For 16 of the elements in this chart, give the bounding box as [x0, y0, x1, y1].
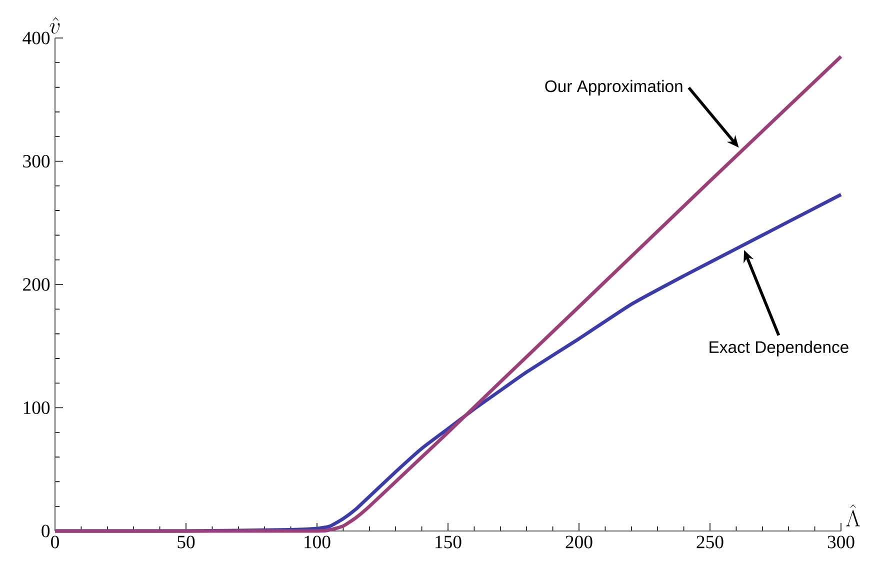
- x-tick-label: 250: [696, 536, 724, 548]
- y-tick-label: 0: [42, 524, 50, 538]
- x-axis-title: $\hat{\Lambda}$: [846, 504, 860, 526]
- x-tick-label: 200: [566, 536, 592, 548]
- annotation: Our Approximation: [545, 80, 682, 96]
- x-tick-label: 100: [304, 536, 330, 548]
- y-axis-title: $\hat{v}$: [50, 17, 60, 34]
- x-tick-label: 300: [828, 536, 854, 548]
- y-tick-label: 100: [24, 401, 50, 414]
- y-tick-label: 400: [22, 32, 50, 44]
- annotation: Exact Dependence: [710, 340, 848, 356]
- x-tick-label: 150: [436, 536, 462, 548]
- x-tick-label: 50: [178, 536, 195, 548]
- y-tick-label: 300: [23, 154, 50, 168]
- y-tick-label: 200: [23, 278, 50, 291]
- x-tick-label: 0: [51, 536, 59, 548]
